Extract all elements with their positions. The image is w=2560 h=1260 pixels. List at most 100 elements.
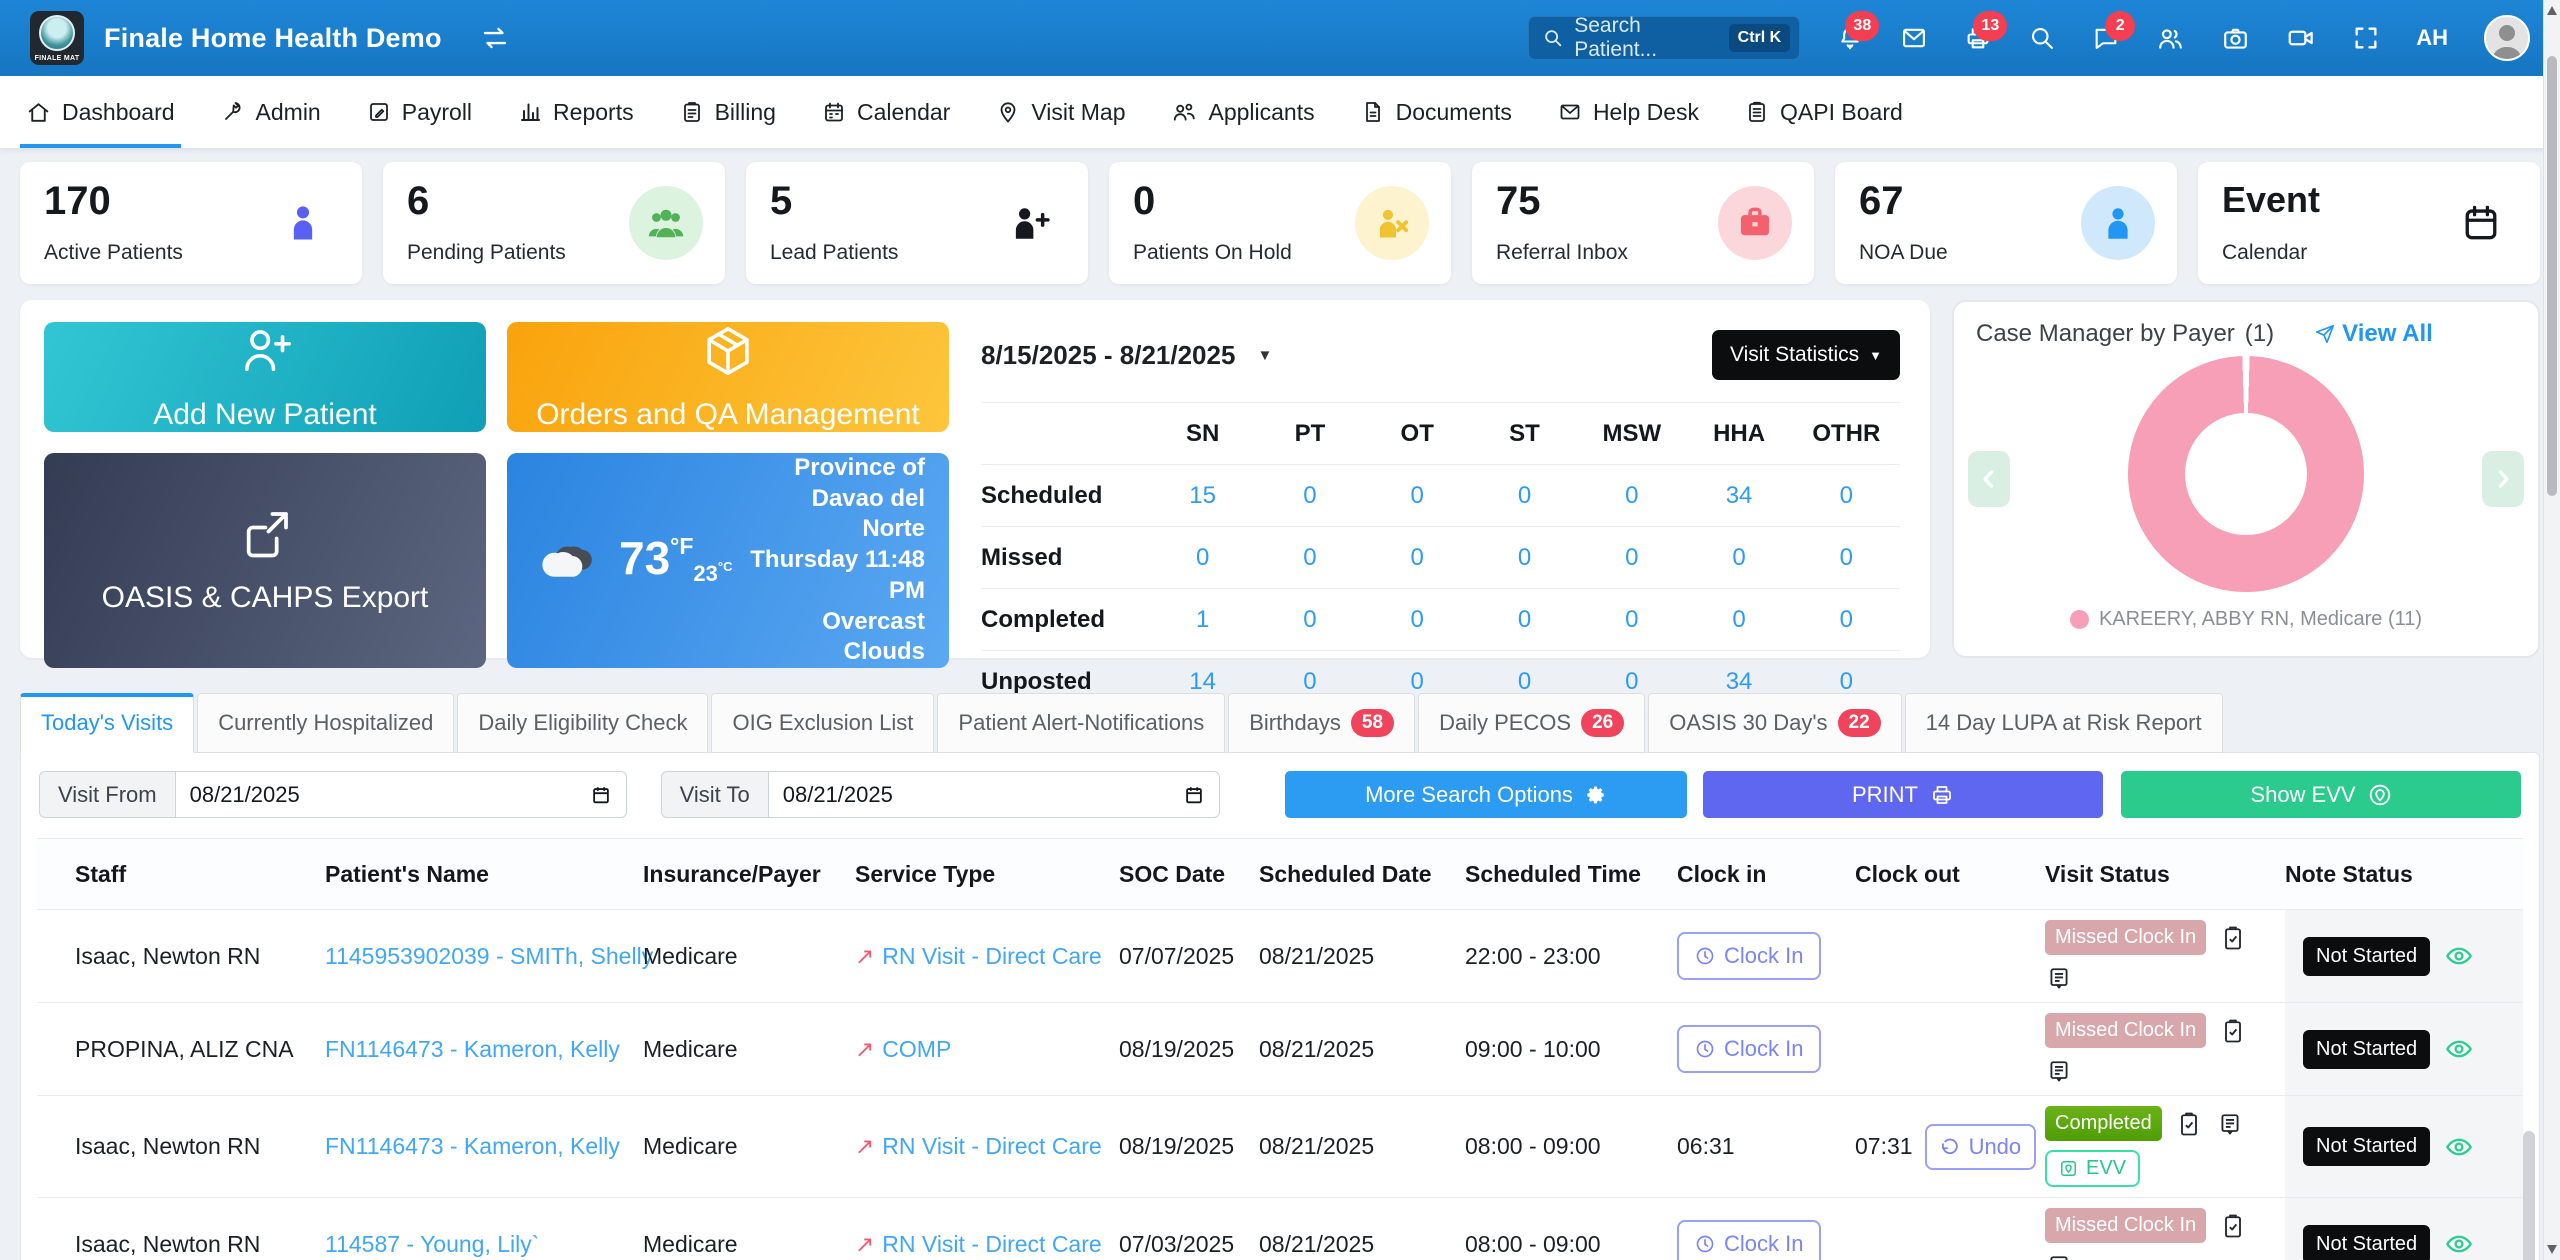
calendar-icon[interactable] — [590, 784, 612, 806]
more-search-options-button[interactable]: More Search Options — [1285, 771, 1687, 818]
stat-link[interactable]: 0 — [1625, 481, 1639, 509]
stat-link[interactable]: 0 — [1839, 543, 1854, 571]
stat-link[interactable]: 0 — [1517, 667, 1532, 695]
stat-card-active-patients[interactable]: 170 Active Patients — [20, 162, 362, 284]
users-icon[interactable] — [2156, 24, 2185, 53]
nav-item-admin[interactable]: Admin — [221, 76, 321, 148]
visit-from-date-input[interactable]: 08/21/2025 — [174, 771, 627, 818]
scrollbar-thumb[interactable] — [2547, 56, 2557, 496]
stat-link[interactable]: 0 — [1410, 667, 1424, 695]
stat-link[interactable]: 0 — [1410, 605, 1424, 633]
stat-link[interactable]: 1 — [1195, 605, 1210, 633]
stat-card-referral-inbox[interactable]: 75 Referral Inbox — [1472, 162, 1814, 284]
tab-daily-pecos[interactable]: Daily PECOS 26 — [1418, 693, 1646, 753]
video-icon[interactable] — [2286, 23, 2316, 53]
stat-link[interactable]: 0 — [1625, 543, 1639, 571]
view-all-link[interactable]: View All — [2314, 320, 2433, 348]
eye-icon[interactable] — [2445, 942, 2473, 970]
switch-agency-icon[interactable] — [480, 23, 510, 53]
tab-currently-hospitalized[interactable]: Currently Hospitalized — [197, 693, 455, 753]
patient-link[interactable]: 1145953902039 - SMITh, Shelly — [325, 942, 654, 969]
show-evv-button[interactable]: Show EVV — [2121, 771, 2521, 818]
stat-link[interactable]: 0 — [1303, 543, 1317, 571]
clock-in-button[interactable]: Clock In — [1677, 1220, 1822, 1260]
scroll-up-arrow-icon[interactable] — [2547, 6, 2557, 15]
tab-oig-exclusion-list[interactable]: OIG Exclusion List — [711, 693, 935, 753]
service-type-link[interactable]: ↗ COMP — [855, 1035, 952, 1062]
clock-in-button[interactable]: Clock In — [1677, 1025, 1822, 1073]
table-scrollbar-thumb[interactable] — [2523, 1131, 2535, 1260]
service-type-link[interactable]: ↗ RN Visit - Direct Care — [855, 942, 1102, 969]
nav-item-calendar[interactable]: Calendar — [822, 76, 950, 148]
nav-item-help-desk[interactable]: Help Desk — [1558, 76, 1699, 148]
visit-statistics-dropdown-button[interactable]: Visit Statistics ▼ — [1711, 330, 1900, 380]
stat-card-noa-due[interactable]: 67 NOA Due — [1835, 162, 2177, 284]
chat-icon[interactable]: 2 — [2092, 11, 2136, 52]
stat-link[interactable]: 0 — [1303, 481, 1317, 509]
stat-card-event-calendar[interactable]: Event Calendar — [2198, 162, 2540, 284]
tab-todays-visits[interactable]: Today's Visits — [20, 693, 195, 753]
eye-icon[interactable] — [2445, 1230, 2473, 1258]
service-type-link[interactable]: ↗ RN Visit - Direct Care — [855, 1133, 1102, 1159]
stat-link[interactable]: 34 — [1725, 667, 1753, 695]
stat-link[interactable]: 0 — [1839, 667, 1854, 695]
case-manager-donut-chart[interactable] — [2128, 356, 2364, 592]
evv-button[interactable]: EVV — [2045, 1150, 2141, 1187]
visit-note-icon[interactable] — [2045, 964, 2073, 992]
app-logo[interactable]: FINALE MAT — [30, 11, 84, 65]
stat-link[interactable]: 0 — [1839, 605, 1854, 633]
patient-link[interactable]: FN1146473 - Kameron, Kelly — [325, 1035, 620, 1062]
print-button[interactable]: PRINT — [1703, 771, 2103, 818]
carousel-prev-button[interactable] — [1968, 451, 2010, 507]
eye-icon[interactable] — [2445, 1133, 2473, 1161]
date-range-dropdown[interactable]: 8/15/2025 - 8/21/2025 ▼ — [981, 340, 1272, 371]
undo-button[interactable]: Undo — [1924, 1123, 2037, 1170]
nav-item-dashboard[interactable]: Dashboard — [20, 76, 181, 148]
weather-widget[interactable]: 73 °F 23 °C Province of Davao del Norte … — [507, 453, 949, 669]
visit-to-date-input[interactable]: 08/21/2025 — [767, 771, 1220, 818]
stat-link[interactable]: 0 — [1625, 667, 1639, 695]
tab-daily-eligibility-check[interactable]: Daily Eligibility Check — [457, 693, 709, 753]
stat-link[interactable]: 0 — [1839, 481, 1854, 509]
patient-search-input[interactable]: Search Patient... Ctrl K — [1528, 14, 1801, 61]
stat-card-pending-patients[interactable]: 6 Pending Patients — [383, 162, 725, 284]
patient-link[interactable]: 114587 - Young, Lily` — [325, 1230, 540, 1257]
page-scrollbar[interactable] — [2543, 0, 2560, 1260]
fullscreen-icon[interactable] — [2352, 24, 2380, 52]
visit-note-icon[interactable] — [2216, 1110, 2244, 1138]
patient-link[interactable]: FN1146473 - Kameron, Kelly — [325, 1133, 620, 1159]
orders-qa-tile[interactable]: Orders and QA Management — [507, 322, 949, 432]
stat-card-lead-patients[interactable]: 5 Lead Patients — [746, 162, 1088, 284]
clock-in-button[interactable]: Clock In — [1677, 932, 1822, 980]
stat-link[interactable]: 0 — [1625, 605, 1639, 633]
clipboard-check-icon[interactable] — [2219, 924, 2247, 952]
nav-item-reports[interactable]: Reports — [518, 76, 634, 148]
tab-birthdays[interactable]: Birthdays 58 — [1228, 693, 1416, 753]
clipboard-check-icon[interactable] — [2219, 1212, 2247, 1240]
clipboard-check-icon[interactable] — [2175, 1110, 2203, 1138]
nav-item-visit-map[interactable]: Visit Map — [996, 76, 1125, 148]
stat-link[interactable]: 0 — [1410, 543, 1424, 571]
stat-link[interactable]: 34 — [1725, 481, 1753, 509]
stat-link[interactable]: 0 — [1303, 667, 1317, 695]
stat-link[interactable]: 0 — [1732, 605, 1746, 633]
stat-link[interactable]: 0 — [1195, 543, 1210, 571]
stat-link[interactable]: 0 — [1517, 543, 1532, 571]
eye-icon[interactable] — [2445, 1035, 2473, 1063]
nav-item-applicants[interactable]: Applicants — [1171, 76, 1315, 148]
clipboard-check-icon[interactable] — [2219, 1017, 2247, 1045]
fax-printer-icon[interactable]: 13 — [1964, 11, 2008, 52]
service-type-link[interactable]: ↗ RN Visit - Direct Care — [855, 1230, 1102, 1257]
nav-item-documents[interactable]: Documents — [1361, 76, 1512, 148]
visit-note-icon[interactable] — [2045, 1057, 2073, 1085]
calendar-icon[interactable] — [1183, 784, 1205, 806]
nav-item-qapi-board[interactable]: QAPI Board — [1745, 76, 1903, 148]
tab-oasis-30-days[interactable]: OASIS 30 Day's 22 — [1648, 693, 1902, 753]
stat-link[interactable]: 0 — [1517, 481, 1532, 509]
camera-icon[interactable] — [2221, 24, 2250, 53]
stat-link[interactable]: 15 — [1189, 481, 1216, 509]
stat-card-patients-on-hold[interactable]: 0 Patients On Hold — [1109, 162, 1451, 284]
visit-note-icon[interactable] — [2045, 1252, 2073, 1260]
stat-link[interactable]: 0 — [1517, 605, 1532, 633]
notifications-bell-icon[interactable]: 38 — [1836, 11, 1880, 52]
